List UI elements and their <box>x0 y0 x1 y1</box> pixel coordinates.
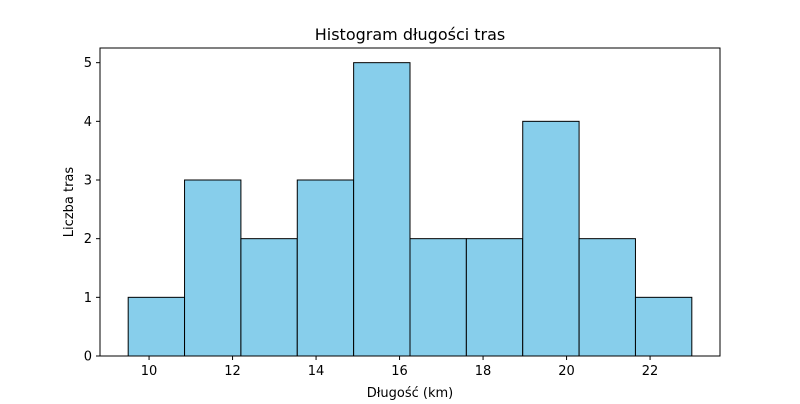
histogram-bar <box>353 62 411 357</box>
histogram-bar <box>522 120 580 357</box>
x-tick-label: 20 <box>558 364 575 379</box>
histogram-bar <box>465 238 524 357</box>
x-tick-label: 16 <box>391 364 408 379</box>
y-axis-label: Liczba tras <box>62 167 77 238</box>
histogram-bar <box>296 179 355 357</box>
y-tick-label: 1 <box>84 291 92 306</box>
x-tick-label: 14 <box>308 364 325 379</box>
histogram-bar <box>240 238 298 357</box>
histogram-bar <box>184 179 242 357</box>
x-tick-label: 10 <box>141 364 158 379</box>
y-tick-label: 3 <box>84 174 92 189</box>
histogram-bar <box>578 238 636 357</box>
y-tick-label: 0 <box>84 350 92 365</box>
y-tick-label: 4 <box>84 115 92 130</box>
y-ticks: 0 1 2 3 4 5 <box>84 56 100 365</box>
x-tick-label: 18 <box>475 364 492 379</box>
x-tick-label: 22 <box>642 364 659 379</box>
y-tick-label: 5 <box>84 56 92 71</box>
x-tick-label: 12 <box>224 364 241 379</box>
plot-frame <box>99 47 721 357</box>
chart-title: Histogram długości tras <box>315 25 506 44</box>
histogram-bar <box>127 296 186 357</box>
bars-layer <box>127 62 693 357</box>
histogram-bar <box>409 238 467 357</box>
x-ticks: 10 12 14 16 18 20 22 <box>141 356 659 379</box>
y-tick-label: 2 <box>84 232 92 247</box>
histogram-bar <box>634 296 693 357</box>
x-axis-label: Długość (km) <box>367 386 454 400</box>
